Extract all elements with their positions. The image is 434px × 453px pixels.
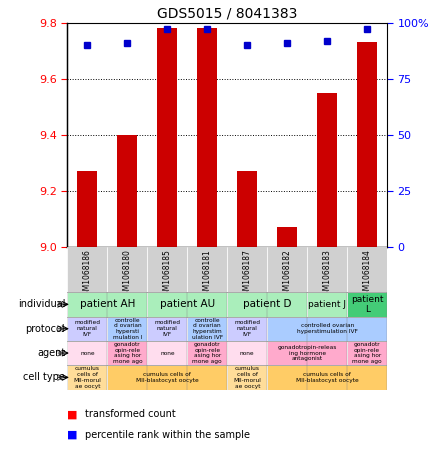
Text: none: none bbox=[160, 351, 174, 356]
Bar bbox=[227, 317, 266, 341]
Bar bbox=[147, 247, 187, 292]
Text: GSM1068180: GSM1068180 bbox=[122, 249, 132, 300]
Bar bbox=[117, 135, 137, 247]
Text: ■: ■ bbox=[67, 410, 78, 419]
Text: GSM1068183: GSM1068183 bbox=[322, 249, 331, 300]
Text: patient
L: patient L bbox=[350, 294, 382, 314]
Bar bbox=[107, 341, 147, 365]
Bar bbox=[237, 171, 256, 247]
Bar bbox=[107, 365, 227, 390]
Text: GSM1068185: GSM1068185 bbox=[162, 249, 171, 300]
Text: agent: agent bbox=[37, 348, 65, 358]
Text: transformed count: transformed count bbox=[85, 410, 175, 419]
Bar bbox=[107, 317, 147, 341]
Text: cumulus cells of
MII-blastocyst oocyte: cumulus cells of MII-blastocyst oocyte bbox=[136, 372, 198, 383]
Text: percentile rank within the sample: percentile rank within the sample bbox=[85, 430, 249, 440]
Bar bbox=[227, 365, 266, 390]
Text: cumulus
cells of
MII-morul
ae oocyt: cumulus cells of MII-morul ae oocyt bbox=[73, 366, 101, 389]
Bar bbox=[306, 247, 346, 292]
Text: GSM1068187: GSM1068187 bbox=[242, 249, 251, 300]
Text: GSM1068184: GSM1068184 bbox=[362, 249, 371, 300]
Text: cell type: cell type bbox=[23, 372, 65, 382]
Bar bbox=[67, 292, 147, 317]
Bar bbox=[147, 341, 187, 365]
Text: controlle
d ovarian
hypersti
mulation I: controlle d ovarian hypersti mulation I bbox=[112, 318, 142, 340]
Bar bbox=[316, 93, 336, 247]
Bar bbox=[67, 365, 107, 390]
Text: gonadotr
opin-rele
asing hor
mone ago: gonadotr opin-rele asing hor mone ago bbox=[112, 342, 142, 364]
Text: controlled ovarian
hyperstimulation IVF: controlled ovarian hyperstimulation IVF bbox=[296, 323, 357, 334]
Bar bbox=[147, 292, 227, 317]
Bar bbox=[266, 341, 346, 365]
Text: gonadotr
opin-rele
asing hor
mone ago: gonadotr opin-rele asing hor mone ago bbox=[192, 342, 222, 364]
Text: patient AH: patient AH bbox=[79, 299, 135, 309]
Text: modified
natural
IVF: modified natural IVF bbox=[74, 320, 100, 337]
Text: cumulus cells of
MII-blastocyst oocyte: cumulus cells of MII-blastocyst oocyte bbox=[295, 372, 358, 383]
Bar bbox=[67, 341, 107, 365]
Bar bbox=[227, 341, 266, 365]
Bar bbox=[187, 341, 227, 365]
Bar bbox=[147, 317, 187, 341]
Text: none: none bbox=[80, 351, 95, 356]
Text: gonadotropin-releas
ing hormone
antagonist: gonadotropin-releas ing hormone antagoni… bbox=[277, 345, 336, 361]
Bar bbox=[77, 171, 97, 247]
Text: ■: ■ bbox=[67, 430, 78, 440]
Text: patient D: patient D bbox=[243, 299, 291, 309]
Text: gonadotr
opin-rele
asing hor
mone ago: gonadotr opin-rele asing hor mone ago bbox=[352, 342, 381, 364]
Text: patient J: patient J bbox=[308, 300, 345, 309]
Text: protocol: protocol bbox=[26, 324, 65, 334]
Bar bbox=[266, 247, 306, 292]
Bar bbox=[187, 247, 227, 292]
Text: modified
natural
IVF: modified natural IVF bbox=[234, 320, 260, 337]
Text: GSM1068181: GSM1068181 bbox=[202, 249, 211, 300]
Text: modified
natural
IVF: modified natural IVF bbox=[154, 320, 180, 337]
Bar bbox=[107, 247, 147, 292]
Bar bbox=[197, 28, 217, 247]
Text: GSM1068182: GSM1068182 bbox=[282, 249, 291, 300]
Bar bbox=[346, 292, 386, 317]
Bar bbox=[227, 247, 266, 292]
Bar bbox=[67, 317, 107, 341]
Bar bbox=[157, 28, 177, 247]
Text: controlle
d ovarian
hyperstim
ulation IVF: controlle d ovarian hyperstim ulation IV… bbox=[191, 318, 222, 340]
Bar bbox=[276, 227, 296, 247]
Bar bbox=[67, 247, 107, 292]
Title: GDS5015 / 8041383: GDS5015 / 8041383 bbox=[157, 6, 297, 20]
Text: patient AU: patient AU bbox=[159, 299, 214, 309]
Bar bbox=[306, 292, 346, 317]
Text: cumulus
cells of
MII-morul
ae oocyt: cumulus cells of MII-morul ae oocyt bbox=[233, 366, 260, 389]
Bar bbox=[266, 317, 386, 341]
Bar bbox=[227, 292, 306, 317]
Bar bbox=[266, 365, 386, 390]
Text: none: none bbox=[240, 351, 254, 356]
Bar bbox=[346, 247, 386, 292]
Bar bbox=[187, 317, 227, 341]
Text: individual: individual bbox=[18, 299, 65, 309]
Text: GSM1068186: GSM1068186 bbox=[83, 249, 92, 300]
Bar bbox=[356, 42, 376, 247]
Bar bbox=[346, 341, 386, 365]
